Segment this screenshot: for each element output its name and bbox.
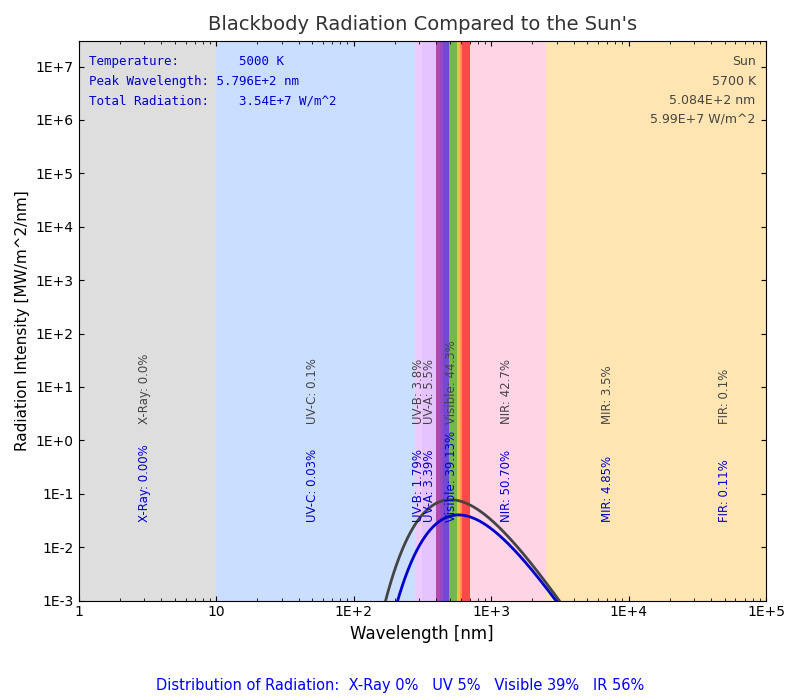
Bar bbox=[470, 41, 546, 601]
Bar bbox=[546, 41, 683, 601]
X-axis label: Wavelength [nm]: Wavelength [nm] bbox=[350, 625, 494, 643]
Bar bbox=[443, 41, 449, 601]
Text: Total Radiation:    3.54E+7 W/m^2: Total Radiation: 3.54E+7 W/m^2 bbox=[89, 94, 336, 107]
Bar bbox=[422, 41, 436, 601]
Text: 5700 K: 5700 K bbox=[711, 75, 756, 88]
Text: X-Ray: 0.0%: X-Ray: 0.0% bbox=[138, 354, 150, 424]
Text: MIR: 3.5%: MIR: 3.5% bbox=[601, 365, 614, 424]
Bar bbox=[462, 41, 470, 601]
Bar bbox=[458, 41, 459, 601]
Text: X-Ray: 0.00%: X-Ray: 0.00% bbox=[138, 444, 150, 522]
Bar bbox=[415, 41, 422, 601]
Text: NIR: 42.7%: NIR: 42.7% bbox=[500, 359, 513, 424]
Text: Visible: 39.13%: Visible: 39.13% bbox=[446, 430, 458, 522]
Text: UV-A: 5.5%: UV-A: 5.5% bbox=[422, 359, 436, 424]
Text: Distribution of Radiation:  X-Ray 0%   UV 5%   Visible 39%   IR 56%: Distribution of Radiation: X-Ray 0% UV 5… bbox=[156, 678, 644, 693]
Text: MIR: 4.85%: MIR: 4.85% bbox=[601, 456, 614, 522]
Bar bbox=[449, 41, 458, 601]
Text: NIR: 50.70%: NIR: 50.70% bbox=[500, 449, 513, 522]
Text: UV-C: 0.03%: UV-C: 0.03% bbox=[306, 449, 318, 522]
Y-axis label: Radiation Intensity [MW/m^2/nm]: Radiation Intensity [MW/m^2/nm] bbox=[15, 190, 30, 452]
Bar bbox=[216, 41, 415, 601]
Text: UV-B: 1.79%: UV-B: 1.79% bbox=[412, 449, 425, 522]
Text: UV-B: 3.8%: UV-B: 3.8% bbox=[412, 359, 425, 424]
Text: 5.084E+2 nm: 5.084E+2 nm bbox=[670, 94, 756, 107]
Bar bbox=[436, 41, 470, 601]
Bar bbox=[459, 41, 462, 601]
Title: Blackbody Radiation Compared to the Sun's: Blackbody Radiation Compared to the Sun'… bbox=[208, 15, 637, 34]
Text: 5.99E+7 W/m^2: 5.99E+7 W/m^2 bbox=[650, 114, 756, 127]
Text: UV-A: 3.39%: UV-A: 3.39% bbox=[422, 449, 436, 522]
Text: FIR: 0.1%: FIR: 0.1% bbox=[718, 369, 731, 424]
Bar bbox=[78, 41, 216, 601]
Text: UV-C: 0.1%: UV-C: 0.1% bbox=[306, 358, 318, 424]
Bar bbox=[440, 41, 443, 601]
Text: FIR: 0.11%: FIR: 0.11% bbox=[718, 459, 731, 522]
Text: Visible: 44.3%: Visible: 44.3% bbox=[446, 341, 458, 424]
Bar bbox=[436, 41, 440, 601]
Text: Temperature:        5000 K: Temperature: 5000 K bbox=[89, 55, 284, 68]
Text: Peak Wavelength: 5.796E+2 nm: Peak Wavelength: 5.796E+2 nm bbox=[89, 75, 299, 88]
Text: Sun: Sun bbox=[732, 55, 756, 68]
Bar bbox=[683, 41, 766, 601]
